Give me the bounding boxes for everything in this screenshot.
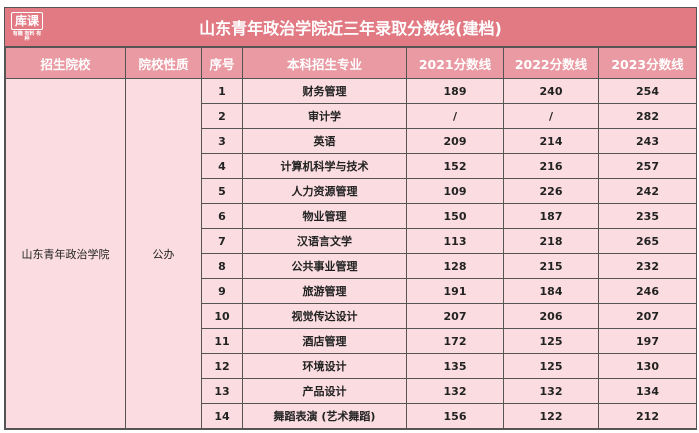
index-cell: 2 [201,103,243,129]
major-cell: 视觉传达设计 [242,303,407,329]
index-cell: 4 [201,153,243,179]
table-row: 6 物业管理 150 187 235 [6,203,697,229]
score-2021-cell: 128 [406,253,504,279]
major-cell: 人力资源管理 [242,178,407,204]
score-2023-cell: 130 [598,353,697,379]
index-cell: 11 [201,328,243,354]
score-2021-cell: 132 [406,378,504,404]
score-2021-cell: 189 [406,78,504,104]
index-cell: 3 [201,128,243,154]
nature-cell: 公办 [125,78,202,429]
score-2023-cell: 232 [598,253,697,279]
score-2022-cell: 226 [503,178,599,204]
score-2023-cell: 242 [598,178,697,204]
score-2021-cell: 207 [406,303,504,329]
index-cell: 10 [201,303,243,329]
column-header: 院校性质 [125,47,202,79]
column-header: 2022分数线 [503,47,599,79]
score-2022-cell: 132 [503,378,599,404]
score-2023-cell: 207 [598,303,697,329]
index-cell: 13 [201,378,243,404]
major-cell: 环境设计 [242,353,407,379]
score-2021-cell: 113 [406,228,504,254]
score-2022-cell: 125 [503,353,599,379]
index-cell: 8 [201,253,243,279]
index-cell: 1 [201,78,243,104]
score-2021-cell: / [406,103,504,129]
column-header: 2021分数线 [406,47,504,79]
major-cell: 汉语言文学 [242,228,407,254]
score-2022-cell: 214 [503,128,599,154]
table-row: 5 人力资源管理 109 226 242 [6,178,697,204]
score-2023-cell: 243 [598,128,697,154]
score-2023-cell: 282 [598,103,697,129]
table-row: 9 旅游管理 191 184 246 [6,278,697,304]
score-2023-cell: 254 [598,78,697,104]
major-cell: 英语 [242,128,407,154]
score-table-document: 库课 有趣 有料 有种 山东青年政治学院近三年录取分数线(建档) 招生院校 院校性质… [4,7,697,430]
score-2022-cell: 184 [503,278,599,304]
column-header: 2023分数线 [598,47,697,79]
score-2022-cell: 122 [503,403,599,429]
index-cell: 9 [201,278,243,304]
major-cell: 产品设计 [242,378,407,404]
table-row: 14 舞蹈表演 (艺术舞蹈) 156 122 212 [6,403,697,429]
score-2021-cell: 109 [406,178,504,204]
table-row: 13 产品设计 132 132 134 [6,378,697,404]
index-cell: 12 [201,353,243,379]
score-2021-cell: 191 [406,278,504,304]
major-cell: 计算机科学与技术 [242,153,407,179]
score-2023-cell: 197 [598,328,697,354]
major-cell: 审计学 [242,103,407,129]
score-2021-cell: 209 [406,128,504,154]
major-cell: 酒店管理 [242,328,407,354]
score-2021-cell: 172 [406,328,504,354]
table-row: 11 酒店管理 172 125 197 [6,328,697,354]
table-row: 12 环境设计 135 125 130 [6,353,697,379]
kuke-logo: 库课 有趣 有料 有种 [11,12,43,42]
major-cell: 旅游管理 [242,278,407,304]
column-header: 招生院校 [5,47,126,79]
score-2023-cell: 265 [598,228,697,254]
major-cell: 财务管理 [242,78,407,104]
index-cell: 7 [201,228,243,254]
major-cell: 物业管理 [242,203,407,229]
column-header: 序号 [201,47,243,79]
score-2021-cell: 152 [406,153,504,179]
score-2023-cell: 212 [598,403,697,429]
score-2023-cell: 134 [598,378,697,404]
score-2021-cell: 150 [406,203,504,229]
score-2022-cell: 215 [503,253,599,279]
score-2022-cell: 206 [503,303,599,329]
score-2023-cell: 235 [598,203,697,229]
index-cell: 6 [201,203,243,229]
score-2023-cell: 257 [598,153,697,179]
score-2022-cell: 125 [503,328,599,354]
table-row: 7 汉语言文学 113 218 265 [6,228,697,254]
title-bar: 库课 有趣 有料 有种 山东青年政治学院近三年录取分数线(建档) [5,8,696,47]
major-cell: 公共事业管理 [242,253,407,279]
column-header: 本科招生专业 [242,47,407,79]
score-2022-cell: 240 [503,78,599,104]
page-title: 山东青年政治学院近三年录取分数线(建档) [199,19,502,38]
score-2021-cell: 135 [406,353,504,379]
score-2023-cell: 246 [598,278,697,304]
index-cell: 5 [201,178,243,204]
score-2022-cell: 218 [503,228,599,254]
school-cell: 山东青年政治学院 [5,78,126,429]
table-row: 3 英语 209 214 243 [6,128,697,154]
table-row: 10 视觉传达设计 207 206 207 [6,303,697,329]
score-table: 招生院校 院校性质 序号 本科招生专业 2021分数线 2022分数线 2023分数线 山东… [5,47,697,429]
table-row: 2 审计学 //282 [6,103,697,129]
score-2022-cell: 216 [503,153,599,179]
major-cell: 舞蹈表演 (艺术舞蹈) [242,403,407,429]
score-2022-cell: / [503,103,599,129]
score-2021-cell: 156 [406,403,504,429]
index-cell: 14 [201,403,243,429]
table-row: 山东青年政治学院 公办 1 财务管理 189 240 254 [5,78,697,429]
score-2022-cell: 187 [503,203,599,229]
